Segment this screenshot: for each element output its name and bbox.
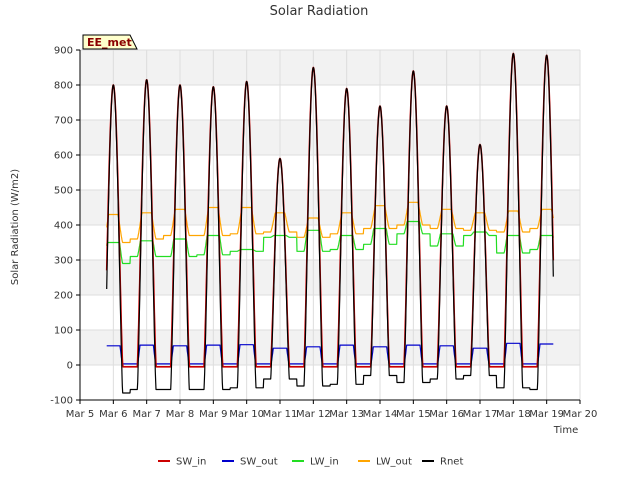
x-tick-label: Mar 19 xyxy=(529,409,564,420)
series-line-lw-out xyxy=(106,201,554,244)
x-tick-label: Mar 7 xyxy=(132,409,160,420)
y-tick-label: 300 xyxy=(54,256,73,267)
x-tick-label: Mar 6 xyxy=(99,409,127,420)
y-tick-label: 500 xyxy=(54,186,73,197)
plot-band xyxy=(80,50,580,85)
badge-box xyxy=(82,34,138,50)
y-tick-label: 100 xyxy=(54,326,73,337)
y-tick-label: 600 xyxy=(54,151,73,162)
x-tick-label: Mar 13 xyxy=(329,409,364,420)
plot-band xyxy=(80,295,580,330)
plot-axes: -100 0 100 200 300 400 500 600 700 800 900 Mar 5 Mar… xyxy=(50,46,597,421)
legend-label: LW_out xyxy=(376,457,412,468)
series-line-sw-out xyxy=(106,342,554,366)
y-tick-label: 200 xyxy=(54,291,73,302)
x-tick-label: Mar 8 xyxy=(166,409,194,420)
plot-band xyxy=(80,120,580,155)
x-axis-title: Time xyxy=(553,425,578,436)
y-tick-label: 0 xyxy=(67,361,73,372)
plot-band xyxy=(80,260,580,295)
series-line-lw-in xyxy=(106,220,554,265)
x-tick-label: Mar 5 xyxy=(66,409,94,420)
x-tick-label: Mar 18 xyxy=(496,409,531,420)
series-layer xyxy=(105,52,555,394)
x-tick-label: Mar 16 xyxy=(429,409,464,420)
x-tick-label: Mar 15 xyxy=(396,409,431,420)
y-tick-label: 700 xyxy=(54,116,73,127)
x-tick-label: Mar 11 xyxy=(263,409,298,420)
plot-band xyxy=(80,85,580,120)
y-tick-label: 400 xyxy=(54,221,73,232)
site-badge: EE_met xyxy=(82,34,138,50)
y-axis-title: Solar Radiation (W/m2) xyxy=(10,169,21,285)
chart-title: Solar Radiation xyxy=(270,4,369,19)
plot-band xyxy=(80,155,580,190)
y-tick-label: -100 xyxy=(50,396,73,407)
plot-band xyxy=(80,330,580,365)
x-tick-label: Mar 14 xyxy=(363,409,398,420)
legend-label: LW_in xyxy=(310,457,339,468)
legend-label: SW_in xyxy=(176,457,206,468)
x-tick-label: Mar 17 xyxy=(463,409,498,420)
series-line-rnet xyxy=(106,52,554,394)
x-tick-label: Mar 9 xyxy=(199,409,227,420)
y-tick-label: 900 xyxy=(54,46,73,57)
legend-label: SW_out xyxy=(240,457,278,468)
legend-label: Rnet xyxy=(440,457,463,468)
x-tick-label: Mar 12 xyxy=(296,409,331,420)
x-tick-label: Mar 20 xyxy=(563,409,598,420)
y-tick-label: 800 xyxy=(54,81,73,92)
plot-band xyxy=(80,190,580,225)
x-tick-label: Mar 10 xyxy=(229,409,264,420)
legend: SW_in SW_out LW_in LW_out Rnet xyxy=(158,457,463,468)
badge-label: EE_met xyxy=(87,36,132,49)
